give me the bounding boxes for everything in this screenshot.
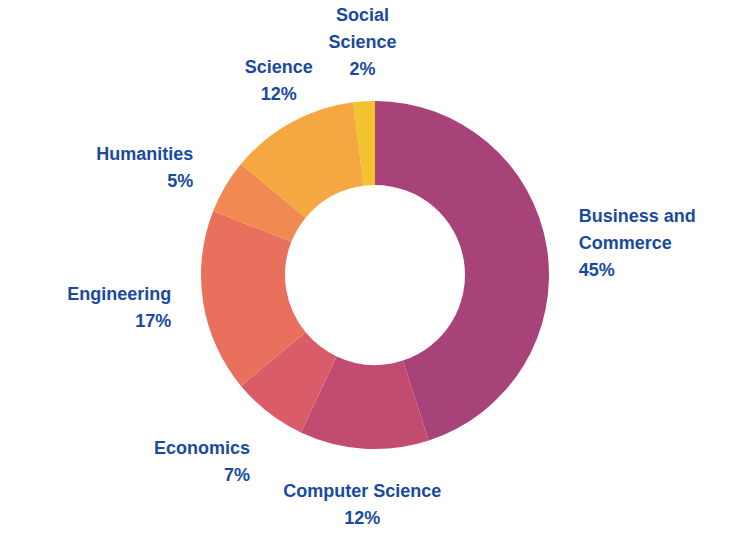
svg-text:Humanities5%: Humanities5% (96, 144, 193, 191)
svg-text:Business andCommerce45%: Business andCommerce45% (579, 206, 696, 280)
svg-text:Engineering17%: Engineering17% (67, 284, 171, 331)
svg-text:SocialScience2%: SocialScience2% (328, 5, 396, 79)
svg-text:Science12%: Science12% (245, 57, 313, 104)
svg-text:Computer Science12%: Computer Science12% (283, 481, 441, 528)
svg-text:Economics7%: Economics7% (154, 438, 250, 485)
